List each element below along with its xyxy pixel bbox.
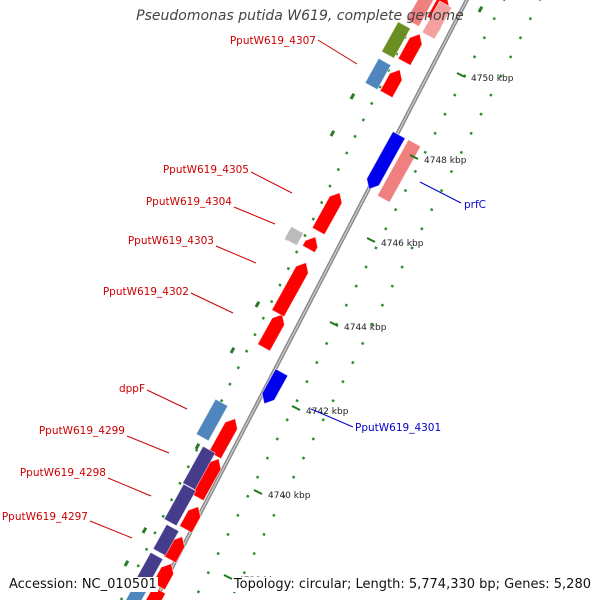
gene-labels: PputW619_4307 PputW619_4305 PputW619_4304 P…	[2, 35, 486, 539]
tick-mark-4750	[456, 72, 466, 78]
forward-cds-11	[397, 33, 423, 66]
short-marker-0	[123, 560, 130, 567]
short-marker-9	[477, 6, 484, 13]
forward-cds-9	[311, 192, 343, 236]
gene-label-PputW619_4298: PputW619_4298	[20, 467, 106, 479]
short-marker-2	[194, 443, 201, 450]
leader-PputW619_4305	[250, 171, 293, 194]
cog-block-11	[421, 0, 453, 40]
forward-cds-3	[179, 506, 201, 534]
cog-block-10	[406, 0, 434, 28]
leader-PputW619_4307	[317, 39, 358, 65]
cog-block-4	[163, 483, 197, 527]
forward-cds-6	[257, 313, 285, 352]
tick-mark-4738	[223, 574, 233, 580]
leader-dppF	[146, 389, 188, 410]
tick-label-4750: 4750 kbp	[471, 74, 514, 84]
tick-mark-4744	[329, 321, 339, 327]
cog-block-6	[195, 398, 229, 442]
feature-tracks	[125, 0, 453, 600]
tick-label-4748: 4748 kbp	[424, 156, 467, 166]
leader-PputW619_4299	[126, 435, 170, 454]
gene-label-dppF: dppF	[119, 383, 145, 395]
reverse-cds-1	[366, 130, 406, 190]
leader-PputW619_4304	[233, 206, 276, 225]
accession-text: Accession: NC_010501	[8, 577, 158, 592]
map-title: Pseudomonas putida W619, complete genome	[136, 8, 464, 24]
inner-right-dots	[192, 0, 506, 600]
forward-cds-7	[271, 262, 309, 318]
tick-label-4740: 4740 kbp	[268, 491, 311, 501]
leader-PputW619_4297	[89, 520, 133, 539]
short-marker-4	[254, 301, 261, 308]
short-marker-7	[349, 93, 356, 100]
gene-label-PputW619_4299: PputW619_4299	[39, 425, 125, 437]
forward-cds-1	[152, 563, 174, 591]
forward-cds-5	[208, 418, 238, 460]
gene-label-PputW619_4304: PputW619_4304	[146, 196, 232, 208]
leader-PputW619_4298	[107, 477, 152, 497]
reverse-cds-4301	[261, 368, 289, 405]
leader-PputW619_4301	[310, 408, 354, 428]
gene-label-prfC: prfC	[464, 199, 486, 211]
tick-mark-4742	[291, 405, 301, 411]
gene-label-PputW619_4307: PputW619_4307	[230, 35, 316, 47]
tick-mark-4746	[366, 237, 376, 243]
tick-label-4742: 4742 kbp	[306, 407, 349, 417]
gene-label-PputW619_4301: PputW619_4301	[355, 422, 441, 434]
cog-block-7	[283, 225, 305, 247]
cog-block-5	[182, 445, 216, 491]
short-marker-3	[229, 347, 236, 354]
cog-block-8	[364, 57, 392, 91]
leader-PputW619_4302	[190, 292, 234, 314]
gene-label-PputW619_4303: PputW619_4303	[128, 235, 214, 247]
cog-block-prfC	[376, 139, 422, 203]
gene-label-PputW619_4297: PputW619_4297	[2, 511, 88, 523]
cog-block-9	[381, 21, 411, 59]
gene-label-PputW619_4305: PputW619_4305	[163, 164, 249, 176]
forward-cds-10	[379, 69, 403, 99]
short-marker-1	[141, 527, 148, 534]
forward-cds-8	[301, 236, 319, 254]
tick-mark-4740	[253, 489, 263, 495]
leader-prfC	[419, 181, 462, 204]
outer-right-dots	[228, 0, 542, 600]
leader-PputW619_4303	[215, 245, 257, 264]
gene-label-PputW619_4302: PputW619_4302	[103, 286, 189, 298]
cog-block-3	[152, 523, 180, 557]
genome-backbone	[152, 0, 470, 600]
tick-label-4744: 4744 kbp	[344, 323, 387, 333]
tick-mark-4748	[409, 154, 419, 160]
backbone-highlight	[154, 0, 468, 600]
genome-summary-text: Topology: circular; Length: 5,774,330 bp…	[232, 577, 592, 592]
short-marker-6	[329, 130, 336, 137]
tick-label-4746: 4746 kbp	[381, 239, 424, 249]
